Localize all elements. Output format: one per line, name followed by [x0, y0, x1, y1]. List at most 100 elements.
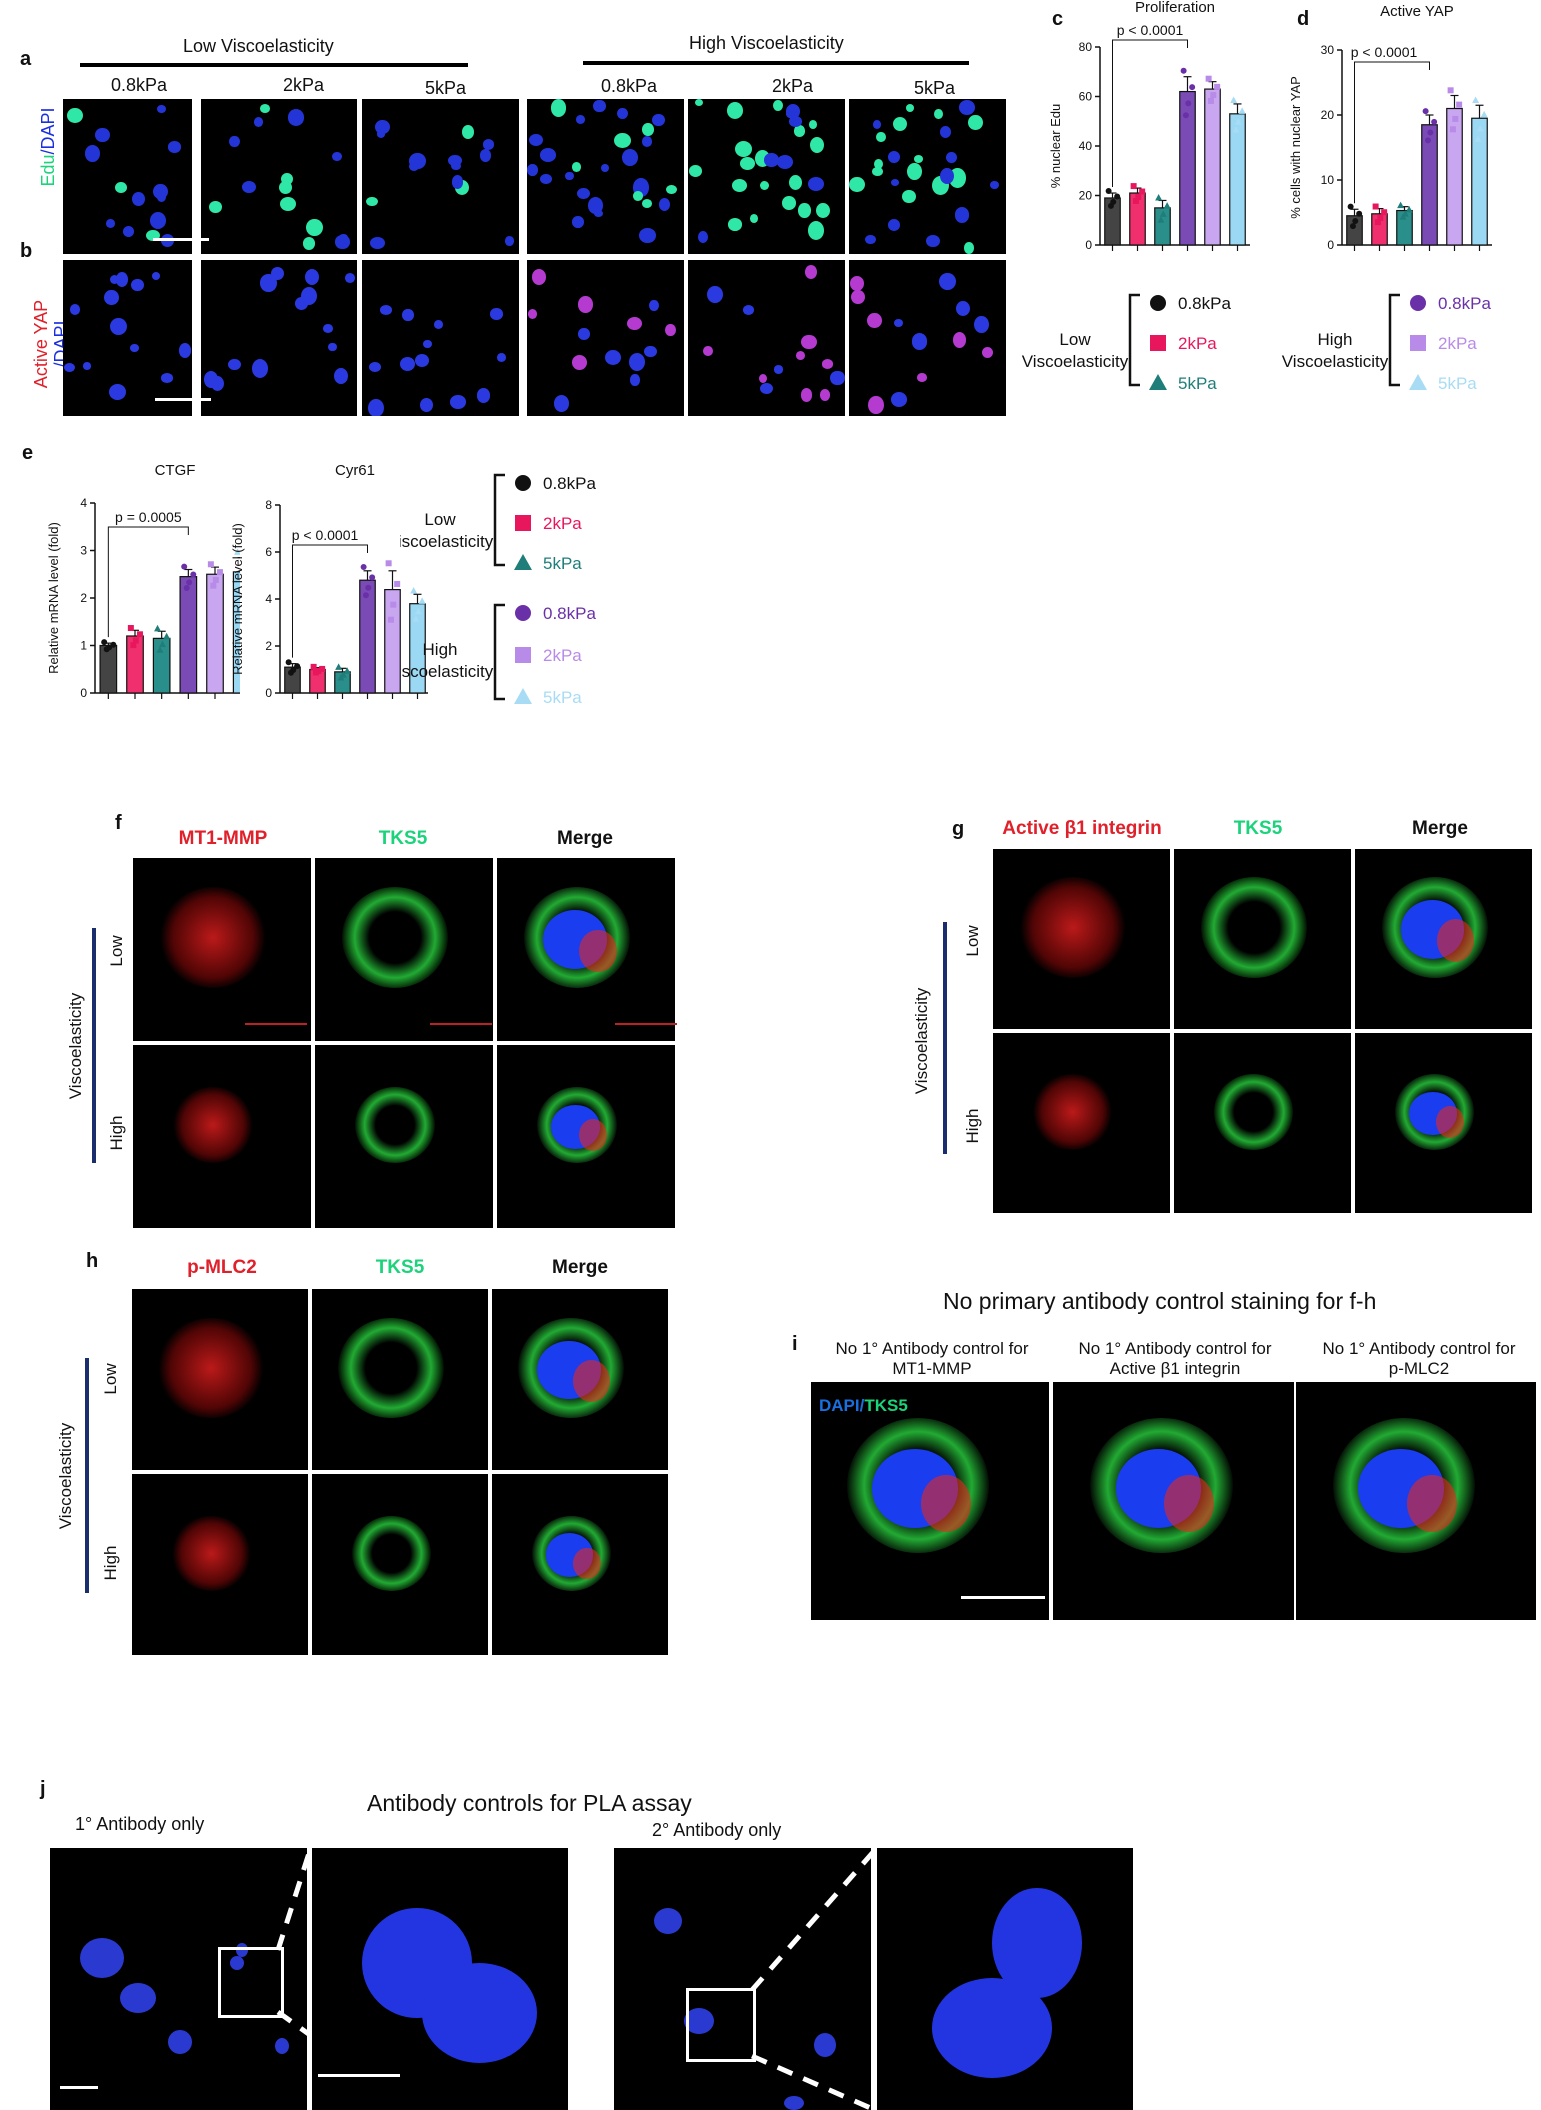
nucleus [689, 165, 703, 178]
legend-e: Low Viscoelasticity 0.8kPa 2kPa 5kPa High Visc… [400, 473, 596, 707]
row-label-edu: Edu/DAPI [38, 107, 58, 187]
p-value: p < 0.0001 [1117, 22, 1184, 38]
nucleus [814, 2033, 836, 2057]
nucleus [433, 320, 444, 330]
nucleus [448, 155, 462, 167]
nucleus [742, 304, 755, 316]
nucleus [451, 162, 462, 171]
col-label-2: 2kPa [283, 75, 325, 95]
h-image-r2-c1 [132, 1474, 308, 1655]
nucleus [575, 115, 585, 125]
green-signal [1213, 1074, 1294, 1150]
nucleus [796, 351, 806, 360]
data-point [1238, 107, 1246, 114]
bar [206, 573, 224, 694]
panel-letter-h: h [86, 1250, 99, 1272]
data-point [101, 639, 108, 646]
nucleus [726, 101, 744, 120]
legend-item-label: 5kPa [543, 688, 582, 707]
nucleus [788, 115, 803, 127]
edu-tile-5 [688, 99, 845, 254]
nucleus [807, 177, 825, 192]
f-row-high: High [107, 1115, 126, 1151]
data-point [136, 631, 143, 638]
nucleus [907, 163, 922, 181]
legend-marker [515, 475, 531, 491]
g-header-1: Active β1 integrin [1002, 818, 1162, 839]
significance-bracket [292, 544, 368, 658]
nucleus [167, 141, 182, 153]
y-tick-label: 4 [80, 496, 87, 510]
nucleus [728, 218, 743, 231]
nucleus [145, 229, 160, 242]
legend-bracket [493, 473, 505, 567]
nucleus [939, 167, 954, 185]
legend-marker [514, 688, 532, 704]
nucleus [785, 103, 801, 119]
h-row-high: High [101, 1545, 120, 1581]
data-point [1159, 210, 1167, 217]
nucleus [982, 346, 993, 358]
data-point [319, 665, 326, 672]
legend-marker [1410, 335, 1426, 351]
nucleus [808, 119, 818, 129]
col-label-6: 5kPa [914, 78, 956, 98]
nucleus [849, 275, 865, 292]
nucleus [236, 1943, 248, 1957]
nucleus [578, 327, 590, 340]
i-image-1: DAPI/TKS5 [811, 1382, 1049, 1620]
nucleus [331, 151, 342, 162]
data-point [343, 667, 351, 674]
data-point [1107, 202, 1114, 209]
nucleus [805, 265, 818, 280]
legend-group-label: High [423, 640, 458, 659]
nucleus [911, 333, 928, 350]
nucleus [156, 104, 166, 114]
legend-marker [1149, 374, 1167, 390]
i-col-label-2: No 1° Antibody control for Active β1 inte… [1078, 1339, 1272, 1378]
data-point [207, 561, 214, 568]
chart-title: Proliferation [1135, 0, 1215, 16]
red-signal [1436, 919, 1474, 962]
nucleus [905, 104, 915, 113]
nucleus [639, 227, 656, 243]
nucleus [527, 309, 538, 320]
h-header-2: TKS5 [375, 1257, 425, 1278]
data-point [369, 574, 376, 581]
data-point [1472, 96, 1480, 104]
data-point [183, 585, 190, 592]
nucleus [864, 234, 876, 245]
nucleus [697, 230, 708, 243]
yap-tile-6 [849, 260, 1006, 416]
data-point [1205, 75, 1212, 82]
f-image-r2-c1 [133, 1045, 311, 1228]
nucleus [800, 388, 813, 402]
data-point [1356, 210, 1363, 217]
nucleus [587, 197, 603, 214]
yap-image-row [63, 260, 1008, 416]
y-tick-label: 0 [80, 686, 87, 700]
h-image-r2-c3 [492, 1474, 668, 1655]
nucleus [400, 357, 416, 372]
nucleus [868, 395, 884, 415]
y-tick-label: 40 [1079, 139, 1093, 153]
data-point [156, 646, 164, 653]
data-point [1232, 126, 1240, 133]
nucleus [892, 116, 908, 132]
nucleus [614, 133, 632, 149]
j-left-label: 1° Antibody only [75, 1814, 205, 1834]
nucleus [553, 395, 569, 412]
nucleus [151, 272, 160, 280]
y-axis-label: Relative mRNA level (fold) [46, 522, 61, 674]
j-title: Antibody controls for PLA assay [367, 1790, 692, 1816]
nucleus [594, 209, 604, 217]
nucleus [476, 388, 491, 403]
f-header-2: TKS5 [378, 828, 428, 849]
nucleus [954, 207, 970, 223]
yap-tile-2 [201, 260, 357, 416]
h-row-low: Low [101, 1363, 120, 1395]
data-point [154, 624, 162, 632]
nucleus [105, 219, 116, 229]
legend-item-label: 5kPa [543, 554, 582, 573]
nucleus [938, 272, 956, 291]
